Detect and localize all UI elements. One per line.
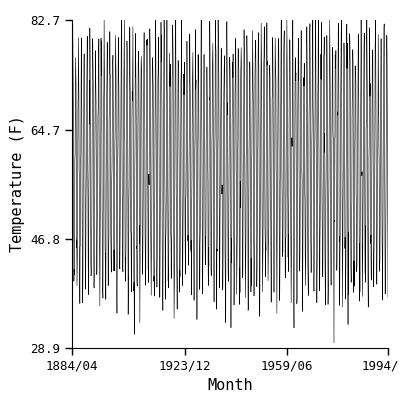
X-axis label: Month: Month — [207, 378, 253, 393]
Y-axis label: Temperature (F): Temperature (F) — [10, 116, 25, 252]
